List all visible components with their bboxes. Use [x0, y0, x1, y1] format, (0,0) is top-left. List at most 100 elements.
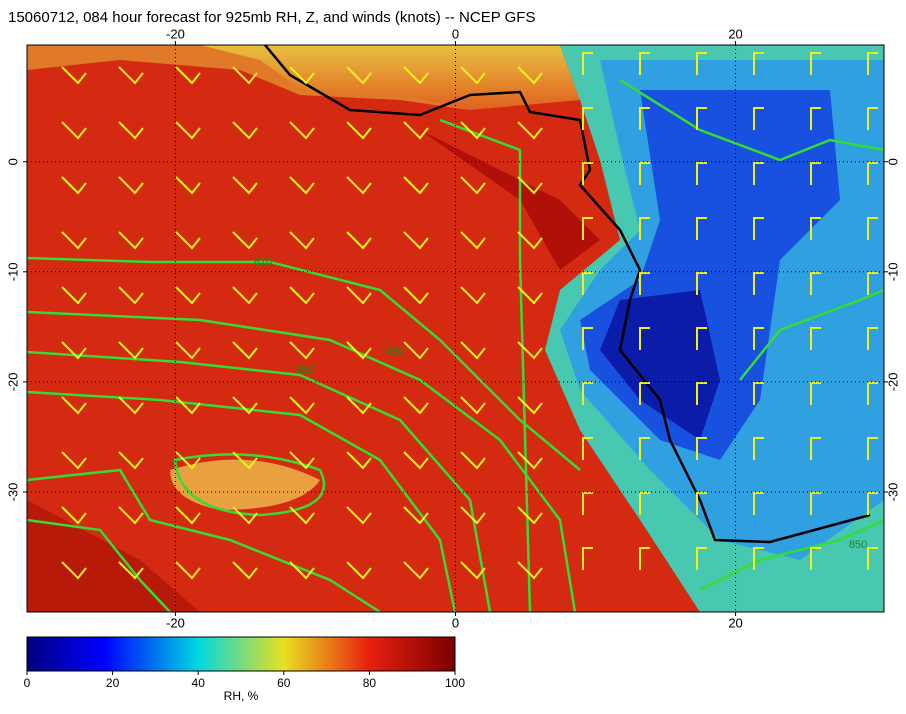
map-field	[27, 45, 884, 612]
wind-barb	[460, 341, 486, 360]
lat-tick-label: 0	[885, 158, 900, 165]
wind-barb	[753, 52, 764, 75]
wind-barb	[232, 231, 258, 250]
wind-barb	[517, 231, 543, 250]
wind-barb	[753, 217, 764, 240]
wind-barb	[810, 327, 821, 350]
wind-barb	[460, 286, 486, 305]
wind-barb	[460, 561, 486, 580]
lat-tick-label: -30	[885, 483, 900, 502]
wind-barb	[582, 272, 593, 295]
wind-barb	[810, 217, 821, 240]
lat-tick-label: -20	[5, 372, 20, 391]
wind-barb	[517, 176, 543, 195]
contour-label: 850	[296, 364, 314, 376]
wind-barb	[289, 506, 315, 525]
wind-barb	[582, 162, 593, 185]
colorbar-tick-label: 20	[106, 676, 120, 690]
wind-barb	[175, 506, 201, 525]
wind-barb	[118, 121, 144, 140]
wind-barb	[61, 396, 87, 415]
wind-barb	[696, 382, 707, 405]
wind-barb	[346, 66, 372, 85]
wind-barb	[639, 547, 650, 570]
wind-barb	[61, 121, 87, 140]
wind-barb	[232, 341, 258, 360]
wind-barb	[232, 451, 258, 470]
wind-barb	[753, 492, 764, 515]
wind-barb	[232, 121, 258, 140]
wind-barb	[61, 341, 87, 360]
wind-barb	[753, 162, 764, 185]
wind-barb	[232, 176, 258, 195]
wind-barb	[753, 107, 764, 130]
wind-barb	[753, 437, 764, 460]
wind-barb	[810, 492, 821, 515]
lat-tick-label: -10	[5, 262, 20, 281]
wind-barb	[346, 286, 372, 305]
wind-barb	[403, 341, 429, 360]
lon-tick-label: -20	[166, 26, 185, 41]
wind-barb	[175, 341, 201, 360]
wind-barb	[118, 231, 144, 250]
wind-barb	[517, 121, 543, 140]
wind-barb	[232, 66, 258, 85]
wind-barb	[696, 272, 707, 295]
wind-barb	[403, 121, 429, 140]
wind-barb	[232, 396, 258, 415]
wind-barb	[175, 451, 201, 470]
wind-barb	[582, 437, 593, 460]
wind-barb	[175, 561, 201, 580]
wind-barb	[403, 286, 429, 305]
wind-barb	[753, 327, 764, 350]
lat-tick-label: -20	[885, 372, 900, 391]
wind-barb	[460, 506, 486, 525]
wind-barb	[582, 492, 593, 515]
wind-barb	[517, 451, 543, 470]
wind-barb	[289, 231, 315, 250]
wind-barb	[696, 547, 707, 570]
wind-barb	[289, 176, 315, 195]
wind-barb	[61, 231, 87, 250]
wind-barb	[867, 162, 878, 185]
wind-barb	[118, 286, 144, 305]
wind-barb	[639, 107, 650, 130]
wind-barb	[403, 451, 429, 470]
wind-barb	[460, 231, 486, 250]
wind-barb	[696, 492, 707, 515]
wind-barb	[582, 217, 593, 240]
wind-barb	[289, 341, 315, 360]
wind-barb	[696, 162, 707, 185]
colorbar-label: RH, %	[224, 689, 259, 703]
wind-barb	[118, 396, 144, 415]
wind-barb	[639, 437, 650, 460]
colorbar-tick-label: 80	[363, 676, 377, 690]
wind-barb	[118, 176, 144, 195]
wind-barb	[517, 506, 543, 525]
wind-barb	[175, 121, 201, 140]
wind-barb	[118, 561, 144, 580]
wind-barb	[867, 107, 878, 130]
wind-barb	[460, 176, 486, 195]
wind-barb	[753, 382, 764, 405]
wind-barb	[867, 217, 878, 240]
wind-barb	[517, 286, 543, 305]
lat-tick-label: -30	[5, 483, 20, 502]
wind-barb	[582, 382, 593, 405]
wind-barb	[175, 231, 201, 250]
colorbar-tick-label: 60	[277, 676, 291, 690]
wind-barb	[753, 547, 764, 570]
wind-barb	[517, 561, 543, 580]
wind-barb	[867, 492, 878, 515]
wind-barb	[867, 272, 878, 295]
wind-barb	[346, 121, 372, 140]
wind-barb	[639, 492, 650, 515]
lat-tick-label: 0	[5, 158, 20, 165]
wind-barb	[346, 176, 372, 195]
wind-barb	[403, 396, 429, 415]
wind-barb	[232, 561, 258, 580]
wind-barb	[289, 451, 315, 470]
wind-barb	[175, 176, 201, 195]
wind-barb	[696, 107, 707, 130]
